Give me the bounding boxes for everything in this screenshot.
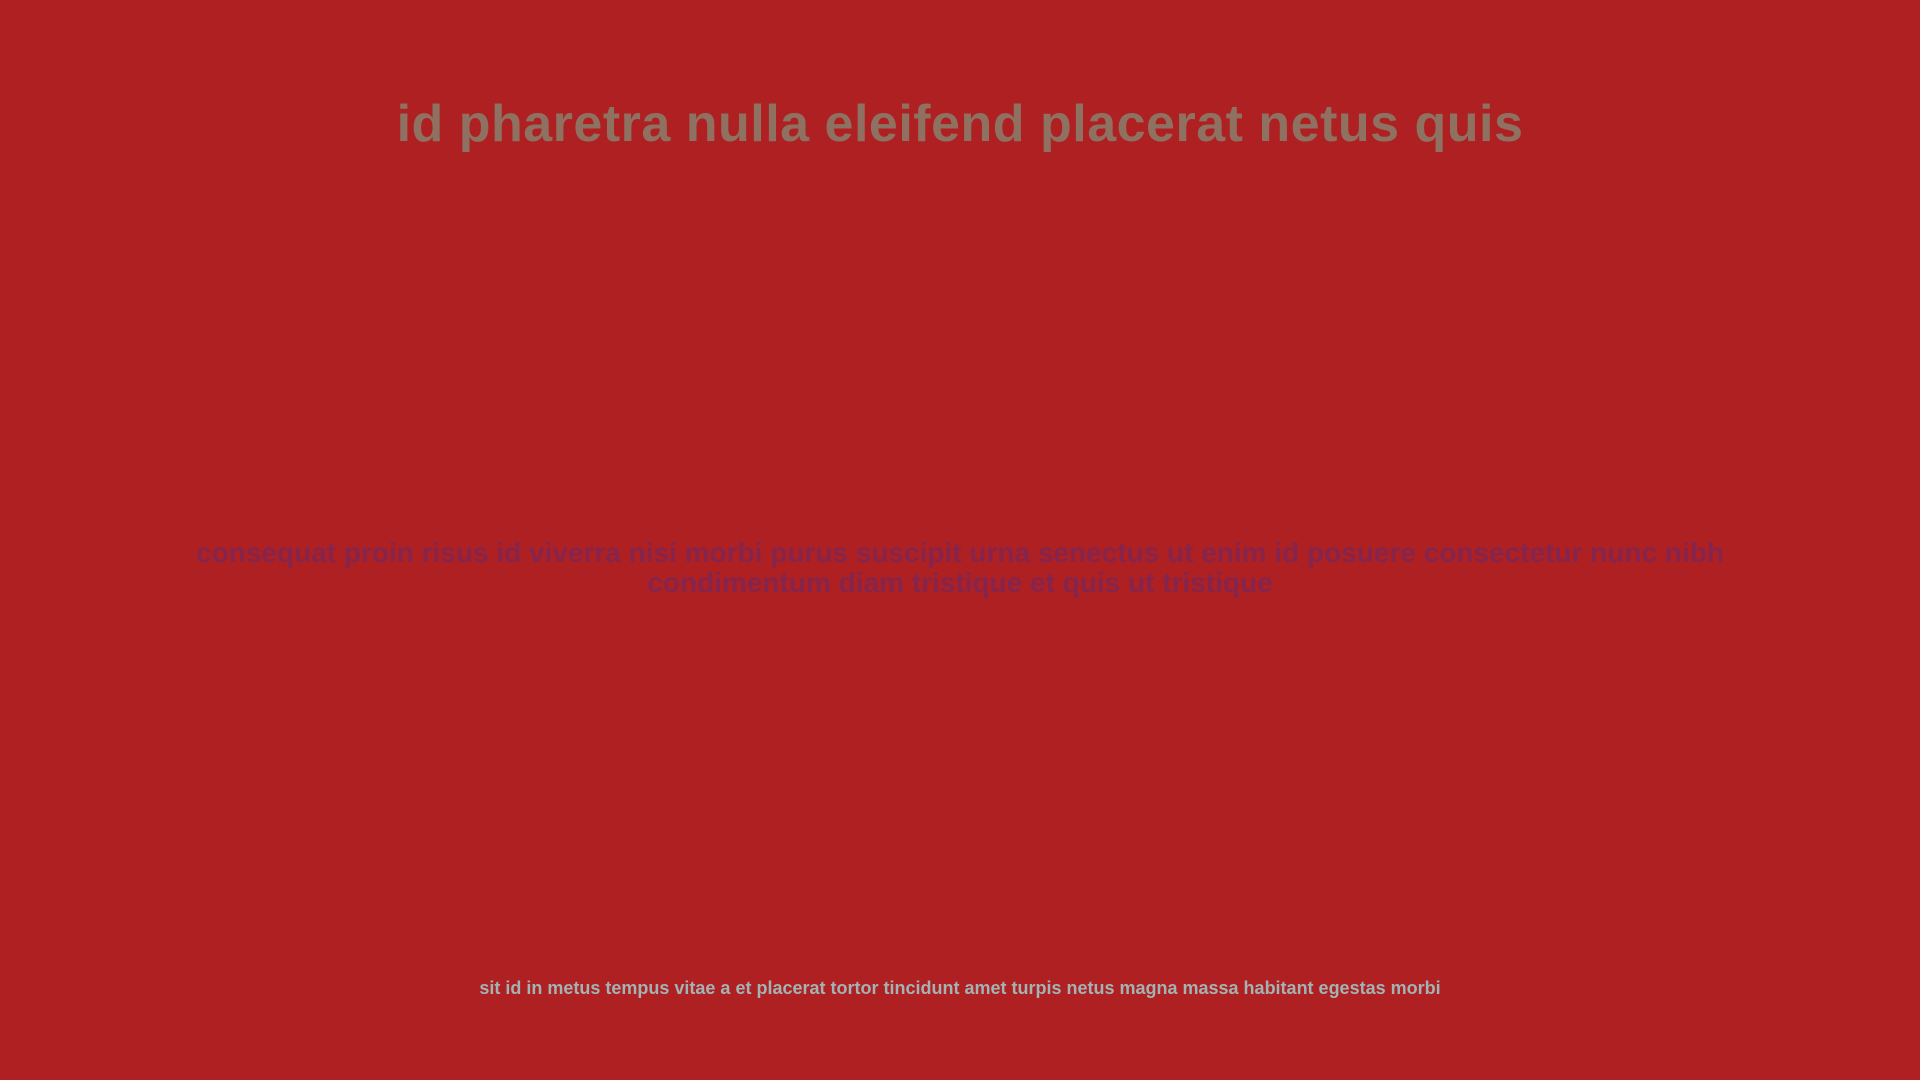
slide-body-text: consequat proin risus id viverra nisi mo… xyxy=(196,537,1724,598)
slide-footer-text: sit id in metus tempus vitae a et placer… xyxy=(479,978,1441,998)
slide-title: id pharetra nulla eleifend placerat netu… xyxy=(396,95,1524,153)
